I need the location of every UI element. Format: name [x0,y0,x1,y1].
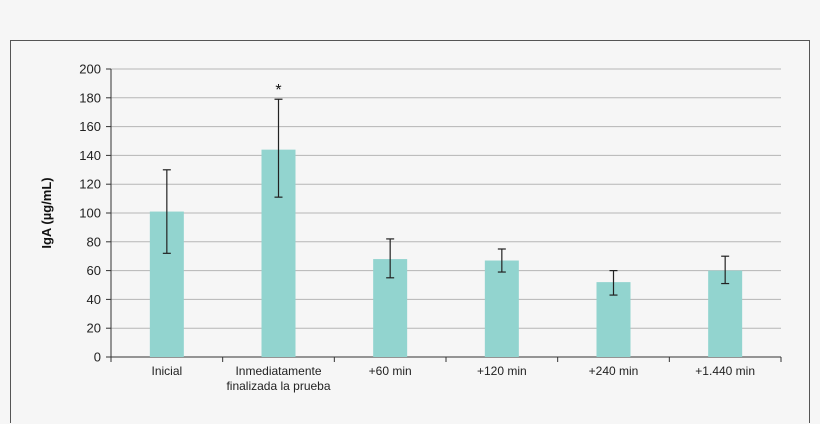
y-tick-label: 100 [79,206,101,221]
y-tick-label: 40 [87,292,101,307]
category-label-line: +240 min [589,364,639,378]
bar [484,260,519,357]
category-label: +1.440 min [695,364,755,378]
category-label-line: Inicial [151,364,182,378]
y-tick-label: 20 [87,321,101,336]
bar [708,270,743,357]
y-tick-label: 60 [87,263,101,278]
y-tick-label: 0 [94,350,101,365]
bar-chart: 0 20 40 60 80 100 120 140 160 180 200 Inicial Inmed… [39,62,782,393]
category-label-line: +60 min [369,364,412,378]
y-tick-label: 160 [79,119,101,134]
category-label-line: Inmediatamente [235,364,321,378]
y-tick-labels: 0 20 40 60 80 100 120 140 160 180 200 [79,62,101,365]
bars [149,149,743,357]
category-label: +240 min [589,364,639,378]
significance-marker: * [275,82,281,99]
category-label: +120 min [477,364,527,378]
y-axis-title: IgA (µg/mL) [39,177,54,248]
error-bars [162,98,730,296]
category-label-line: finalizada la prueba [226,379,330,393]
y-tick-label: 180 [79,90,101,105]
annotations: * [275,82,281,99]
y-tick-label: 80 [87,234,101,249]
category-label: Inicial [151,364,182,378]
y-tick-label: 200 [79,62,101,77]
category-label-line: +120 min [477,364,527,378]
category-labels: Inicial Inmediatamente finalizada la prueb… [151,364,755,393]
category-label: Inmediatamente finalizada la prueba [226,364,330,393]
y-tick-label: 140 [79,148,101,163]
chart-frame: 0 20 40 60 80 100 120 140 160 180 200 Inicial Inmed… [10,40,810,423]
category-label: +60 min [369,364,412,378]
grid-lines [106,68,782,362]
y-tick-label: 120 [79,177,101,192]
category-label-line: +1.440 min [695,364,755,378]
